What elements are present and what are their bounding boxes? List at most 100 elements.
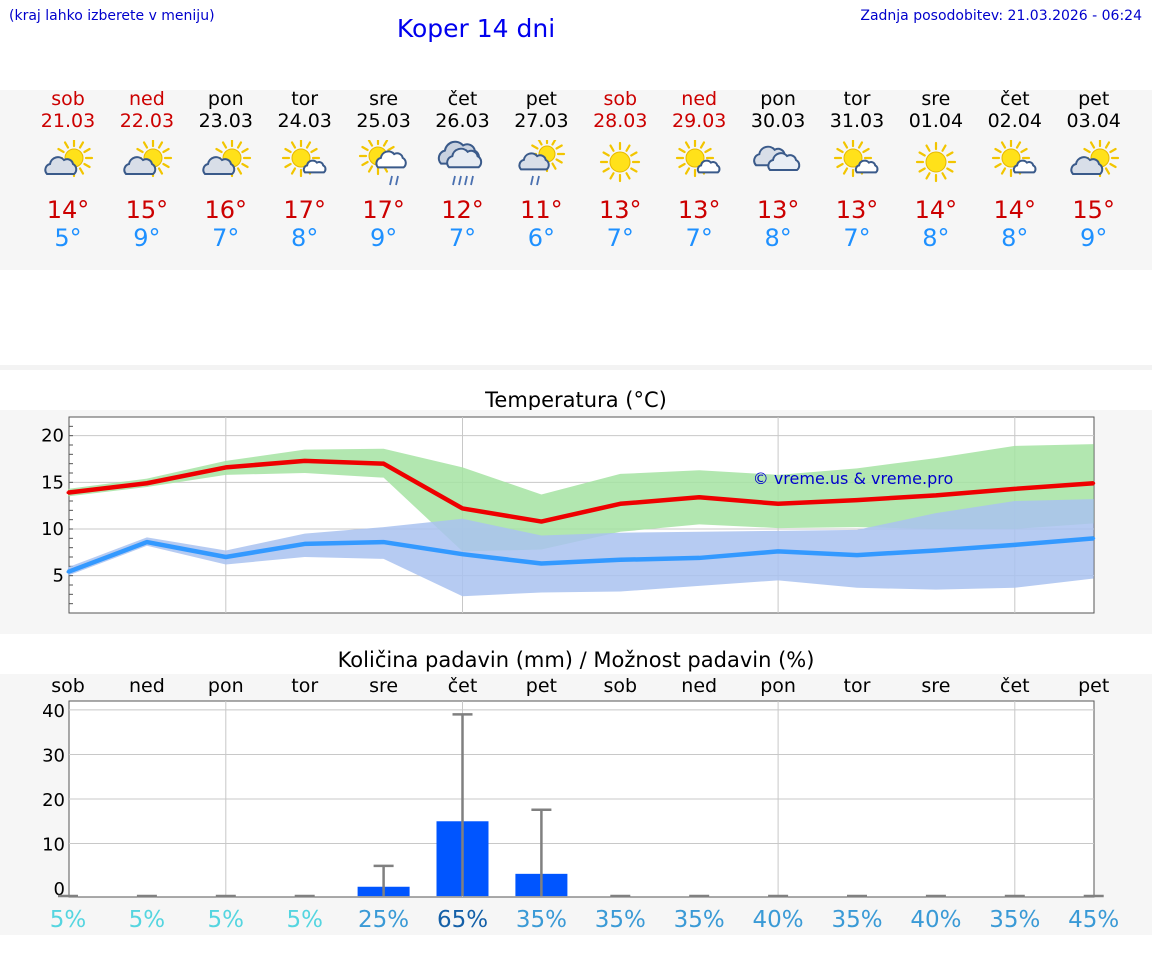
max-temperature: 15° (1072, 196, 1115, 224)
day-name: čet (1000, 88, 1030, 110)
forecast-day: tor 24.03 17° 8° (265, 88, 345, 252)
watermark: © vreme.us & vreme.pro (753, 469, 954, 488)
day-date: 30.03 (750, 110, 806, 132)
day-date: 21.03 (40, 110, 96, 132)
precipitation-chance-label: 5% (286, 907, 323, 933)
precipitation-chance-label: 5% (129, 907, 166, 933)
min-temperature: 7° (685, 224, 713, 252)
min-temperature-point (461, 552, 464, 556)
min-temperature: 7° (843, 224, 871, 252)
max-temperature-point (461, 506, 464, 510)
sun-small-cloud-icon (281, 140, 327, 178)
forecast-day: čet 02.04 14° 8° (975, 88, 1055, 252)
precipitation-chance-label: 45% (1068, 907, 1119, 933)
max-temperature: 17° (283, 196, 326, 224)
cloudy-icon (753, 145, 801, 171)
min-temperature-point (224, 555, 228, 559)
sun-small-cloud-icon (991, 140, 1037, 178)
temperature-chart: 5 10 15 20 © vreme.us & vreme.pro (41, 416, 1096, 614)
min-temperature: 8° (291, 224, 319, 252)
max-temperature-point (855, 498, 859, 502)
precipitation-chance-label: 25% (358, 907, 409, 933)
max-temperature: 14° (46, 196, 90, 224)
day-axis-label: tor (844, 675, 871, 697)
sun-small-cloud-icon (833, 140, 879, 178)
sun-icon (915, 141, 956, 183)
day-name: pon (207, 88, 244, 110)
cloud-rain-icon (437, 140, 482, 186)
last-update: Zadnja posodobitev: 21.03.2026 - 06:24 (860, 8, 1142, 24)
y-tick-label: 40 (42, 701, 65, 722)
max-temperature: 13° (599, 196, 642, 224)
day-axis-label: sre (369, 675, 398, 697)
min-temperature: 8° (1001, 224, 1029, 252)
day-axis-label: tor (291, 675, 318, 697)
day-axis-label: čet (448, 675, 478, 697)
max-temperature: 15° (125, 196, 169, 224)
min-temperature-point (1092, 536, 1096, 540)
y-tick-label: 0 (54, 879, 65, 900)
sun-cloud-light-rain-icon (518, 140, 566, 186)
day-axis-label: pon (208, 675, 244, 697)
day-axis-label: sob (604, 675, 638, 697)
max-temperature: 14° (914, 196, 958, 224)
forecast-band (0, 90, 1152, 270)
day-date: 23.03 (198, 110, 253, 132)
max-temperature-point (539, 520, 543, 524)
day-name: pet (1078, 88, 1110, 110)
day-name: sob (51, 88, 85, 110)
max-temperature-line (67, 458, 1094, 524)
day-name: tor (291, 88, 319, 110)
precipitation-chance-label: 65% (437, 907, 488, 933)
min-temperature-point (539, 562, 543, 566)
max-temperature: 17° (362, 196, 405, 224)
min-temperature-point (618, 558, 622, 562)
precipitation-chance-label: 35% (674, 907, 725, 933)
min-temperature: 7° (212, 224, 240, 252)
page-title: Koper 14 dni (396, 14, 556, 43)
day-name: pet (525, 88, 557, 110)
min-temperature-point (66, 570, 70, 574)
max-temperature-point (776, 502, 780, 506)
min-temperature: 6° (527, 224, 556, 252)
max-temperature-point (224, 465, 228, 469)
min-temperature: 9° (133, 224, 161, 252)
min-temperature-point (934, 548, 938, 552)
day-date: 28.03 (593, 110, 648, 132)
day-name: sre (921, 88, 951, 110)
y-tick-label: 20 (42, 790, 65, 811)
max-temperature: 13° (677, 196, 721, 224)
max-range-band (68, 444, 1094, 552)
day-date: 24.03 (277, 110, 332, 132)
min-temperature: 9° (1080, 224, 1108, 252)
forecast-day: pet 27.03 11° 6° (501, 88, 581, 252)
min-temperature: 8° (764, 224, 792, 252)
sun-small-cloud-icon (676, 140, 721, 178)
min-temperature-point (382, 540, 386, 544)
forecast-day: tor 31.03 13° 7° (817, 88, 897, 252)
precipitation-chance-label: 35% (595, 907, 646, 933)
day-axis-label: sre (921, 675, 950, 697)
sun-icon (600, 141, 641, 183)
day-name: ned (128, 88, 165, 110)
max-temperature-point (1013, 487, 1017, 491)
forecast-day: pon 23.03 16° 7° (186, 88, 266, 252)
max-temperature-point (145, 481, 149, 485)
day-date: 31.03 (829, 110, 885, 132)
precipitation-chance-label: 5% (50, 907, 87, 933)
forecast-day: pet 03.04 15° 9° (1054, 88, 1134, 252)
day-axis-label: pon (760, 675, 796, 697)
forecast-day: ned 29.03 13° 7° (659, 88, 739, 252)
forecast-day: sre 25.03 17° 9° (344, 88, 424, 252)
max-temperature: 14° (993, 196, 1037, 224)
max-temperature: 13° (756, 196, 800, 224)
day-name: pon (760, 88, 796, 110)
y-tick-label: 30 (42, 745, 65, 766)
min-temperature-point (1013, 543, 1017, 547)
day-date: 27.03 (514, 110, 569, 132)
sun-cloud-icon (44, 140, 94, 178)
day-axis-label: pet (526, 675, 557, 697)
y-tick-label: 10 (41, 519, 64, 540)
day-date: 26.03 (435, 110, 490, 132)
min-temperature-point (145, 540, 149, 544)
